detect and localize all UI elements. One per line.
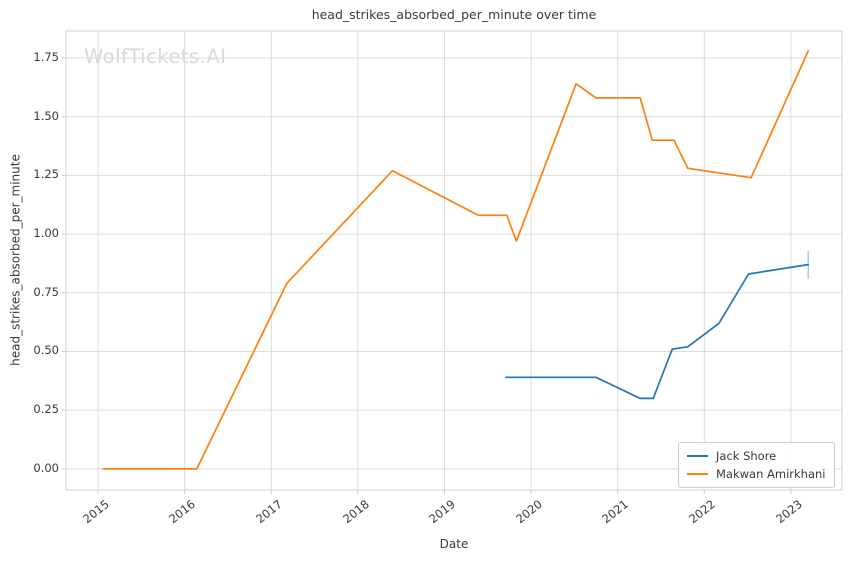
y-tick-label: 0.75 [33, 284, 59, 299]
legend-item-jack-shore: Jack Shore [687, 449, 826, 463]
y-tick-label: 1.25 [33, 167, 59, 182]
y-tick-label: 1.00 [33, 226, 59, 241]
legend-line-swatch-orange [687, 473, 708, 475]
legend-line-swatch-blue [687, 455, 708, 457]
y-tick-label: 0.25 [33, 402, 59, 417]
y-tick-label: 1.75 [33, 50, 59, 64]
y-tick-label: 0.50 [33, 343, 59, 358]
y-tick-label: 1.50 [33, 108, 59, 123]
x-axis-label: Date [439, 537, 469, 551]
legend-label: Makwan Amirkhani [716, 467, 826, 481]
legend-label: Jack Shore [716, 449, 777, 463]
watermark: WolfTickets.AI [84, 45, 227, 68]
plot-border [65, 30, 843, 491]
y-axis-label: head_strikes_absorbed_per_minute [8, 154, 23, 366]
chart-title: head_strikes_absorbed_per_minute over ti… [311, 7, 597, 22]
legend-item-makwan-amirkhani: Makwan Amirkhani [687, 467, 826, 481]
series-line-makwan-amirkhani [102, 50, 810, 470]
series-line-jack-shore [505, 263, 810, 400]
y-tick-label: 0.00 [33, 460, 59, 475]
legend: Jack Shore Makwan Amirkhani [678, 442, 835, 488]
